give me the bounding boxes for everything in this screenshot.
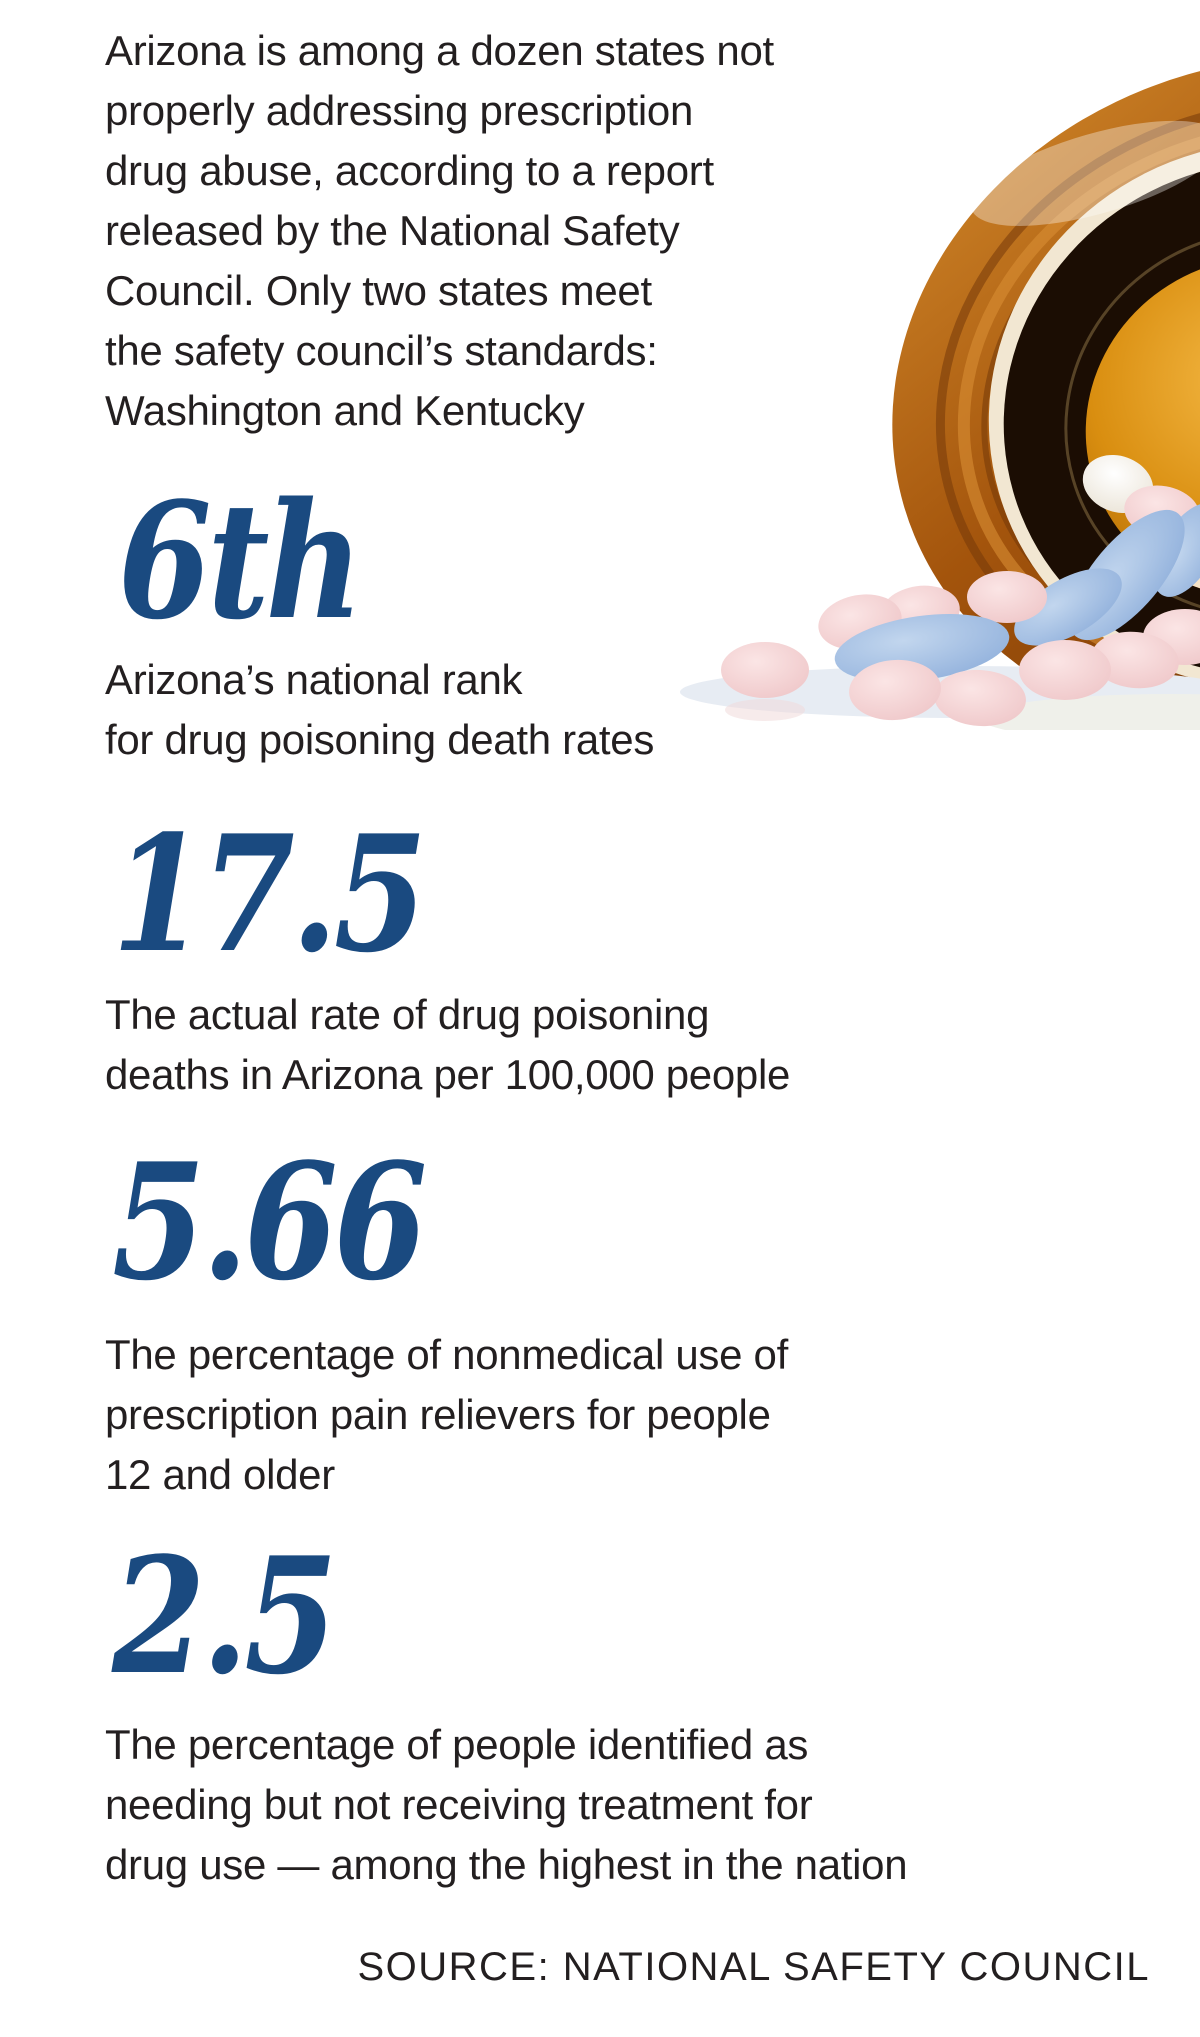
caption-line: The actual rate of drug poisoning <box>105 991 710 1038</box>
caption-line: drug use — among the highest in the nati… <box>105 1841 908 1888</box>
stat-caption-nonmedical-use: The percentage of nonmedical use of pres… <box>105 1325 788 1505</box>
caption-line: 12 and older <box>105 1451 335 1498</box>
stat-caption-national-rank: Arizona’s national rank for drug poisoni… <box>105 650 654 770</box>
spilled-pills <box>721 454 1200 727</box>
caption-line: The percentage of people identified as <box>105 1721 809 1768</box>
intro-line: the safety council’s standards: <box>105 327 658 374</box>
caption-line: The percentage of nonmedical use of <box>105 1331 788 1378</box>
caption-line: Arizona’s national rank <box>105 656 523 703</box>
intro-paragraph: Arizona is among a dozen states not prop… <box>105 21 774 441</box>
stat-value-untreated: 2.5 <box>112 1522 338 1710</box>
intro-line: Arizona is among a dozen states not <box>105 27 774 74</box>
caption-line: deaths in Arizona per 100,000 people <box>105 1051 791 1098</box>
stat-caption-untreated: The percentage of people identified as n… <box>105 1715 908 1895</box>
pill-bottle-photo <box>680 56 1200 730</box>
intro-line: released by the National Safety <box>105 207 680 254</box>
intro-line: properly addressing prescription <box>105 87 694 134</box>
stat-value-national-rank: 6th <box>118 467 363 655</box>
intro-line: drug abuse, according to a report <box>105 147 714 194</box>
stat-caption-death-rate: The actual rate of drug poisoning deaths… <box>105 985 790 1105</box>
intro-line: Council. Only two states meet <box>105 267 652 314</box>
source-credit: SOURCE: NATIONAL SAFETY COUNCIL <box>357 1945 1150 1989</box>
intro-line: Washington and Kentucky <box>105 387 585 434</box>
caption-line: needing but not receiving treatment for <box>105 1781 813 1828</box>
stat-value-nonmedical-use: 5.66 <box>112 1128 427 1316</box>
pink-pill-reflection <box>725 699 805 721</box>
stat-value-death-rate: 17.5 <box>112 800 427 988</box>
caption-line: prescription pain relievers for people <box>105 1391 771 1438</box>
bottle-reflection <box>980 694 1200 730</box>
caption-line: for drug poisoning death rates <box>105 716 655 763</box>
